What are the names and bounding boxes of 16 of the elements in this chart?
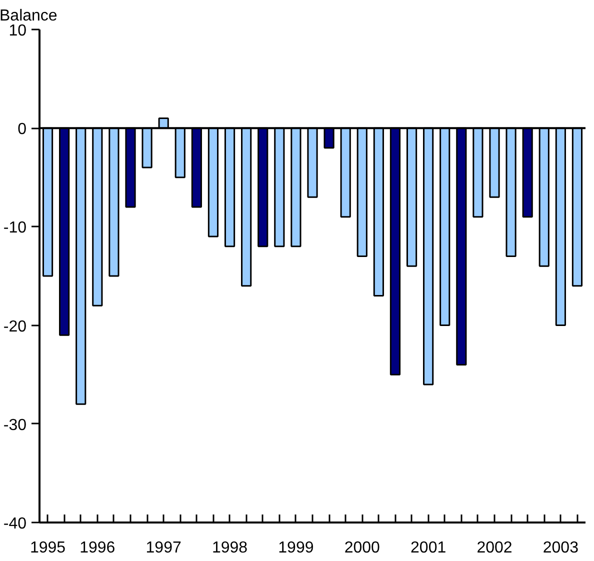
x-tick-label: 1996 xyxy=(80,540,116,556)
y-tick-label: 0 xyxy=(18,121,27,138)
x-tick-label: 2000 xyxy=(344,540,380,556)
x-tick-label: 2001 xyxy=(410,540,446,556)
y-tick-label: -20 xyxy=(3,318,27,336)
x-tick-label: 1997 xyxy=(146,540,182,556)
y-axis-title: Balance xyxy=(0,8,58,24)
y-tick-label: 10 xyxy=(8,22,27,40)
x-tick-label: 2002 xyxy=(476,540,512,556)
y-tick-label: -10 xyxy=(3,220,27,237)
x-tick-label: 2003 xyxy=(542,540,579,556)
x-tick-label: 1995 xyxy=(30,540,66,556)
y-tick-label: -40 xyxy=(3,516,27,532)
x-tick-label: 1998 xyxy=(212,540,248,556)
y-tick-label: -30 xyxy=(3,416,27,434)
x-tick-label: 1999 xyxy=(278,540,314,556)
